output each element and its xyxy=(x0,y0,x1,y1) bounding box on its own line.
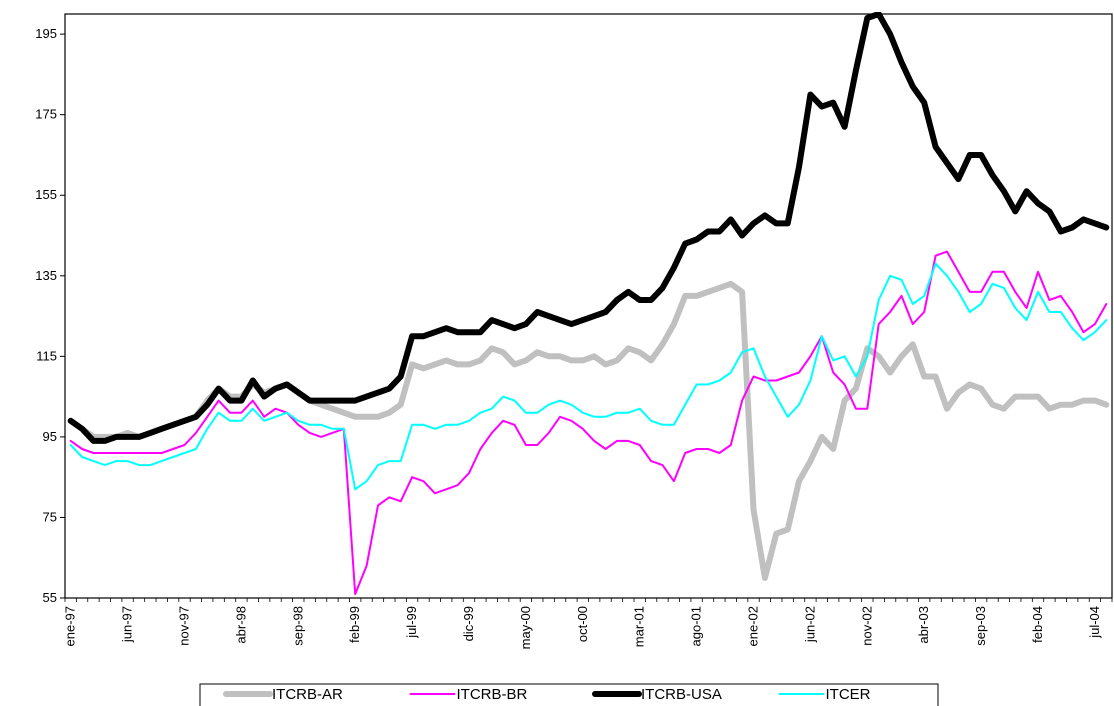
legend-label-itcrb-ar: ITCRB-AR xyxy=(272,686,343,703)
x-tick-label: sep-98 xyxy=(290,606,305,646)
series-line-itcrb-usa xyxy=(67,12,1110,444)
y-tick-label: 75 xyxy=(43,509,57,524)
x-tick-label: nov-97 xyxy=(176,606,191,646)
plot-area xyxy=(64,13,1113,599)
y-tick-label: 135 xyxy=(35,268,57,283)
plot-frame xyxy=(64,13,1113,599)
y-tick-label: 175 xyxy=(35,107,57,122)
legend: ITCRB-AR ITCRB-BR ITCRB-USA ITCER xyxy=(199,683,939,706)
y-tick-label: 55 xyxy=(43,590,57,605)
x-tick-label: jun-02 xyxy=(802,606,817,643)
x-tick-label: jun-97 xyxy=(120,606,135,643)
series-line-itcer xyxy=(69,262,1108,491)
y-tick-label: 195 xyxy=(35,26,57,41)
x-tick-label: mar-01 xyxy=(632,606,647,647)
x-tick-label: nov-02 xyxy=(859,606,874,646)
series-group xyxy=(67,12,1110,595)
x-tick-label: ago-01 xyxy=(689,606,704,646)
y-tick-label: 95 xyxy=(43,429,57,444)
x-tick-label: feb-04 xyxy=(1030,606,1045,643)
x-tick-label: ene-97 xyxy=(63,606,78,646)
legend-label-itcrb-br: ITCRB-BR xyxy=(457,686,528,703)
y-tick-label: 115 xyxy=(36,348,57,363)
x-tick-label: feb-99 xyxy=(347,606,362,643)
x-axis: ene-97 jun-97 nov-97 abr-98 sep-98 feb-99 jul-… xyxy=(63,598,1113,649)
x-tick-label: jul-99 xyxy=(404,606,419,639)
x-tick-label: oct-00 xyxy=(575,606,590,642)
x-tick-label: may-00 xyxy=(518,606,533,649)
legend-box xyxy=(199,683,939,706)
x-tick-label: sep-03 xyxy=(973,606,988,646)
y-tick-label: 155 xyxy=(35,187,57,202)
legend-label-itcer: ITCER xyxy=(826,686,871,703)
x-tick-label: abr-98 xyxy=(233,606,248,644)
x-tick-label: abr-03 xyxy=(916,606,931,644)
x-tick-label: jul-04 xyxy=(1087,606,1102,639)
x-tick-label: ene-02 xyxy=(746,606,761,646)
series-line-itcrb-br xyxy=(69,250,1108,595)
legend-label-itcrb-usa: ITCRB-USA xyxy=(641,686,722,703)
y-axis: 55 75 95 115 135 155 175 195 xyxy=(35,26,65,605)
x-tick-label: dic-99 xyxy=(461,606,476,641)
